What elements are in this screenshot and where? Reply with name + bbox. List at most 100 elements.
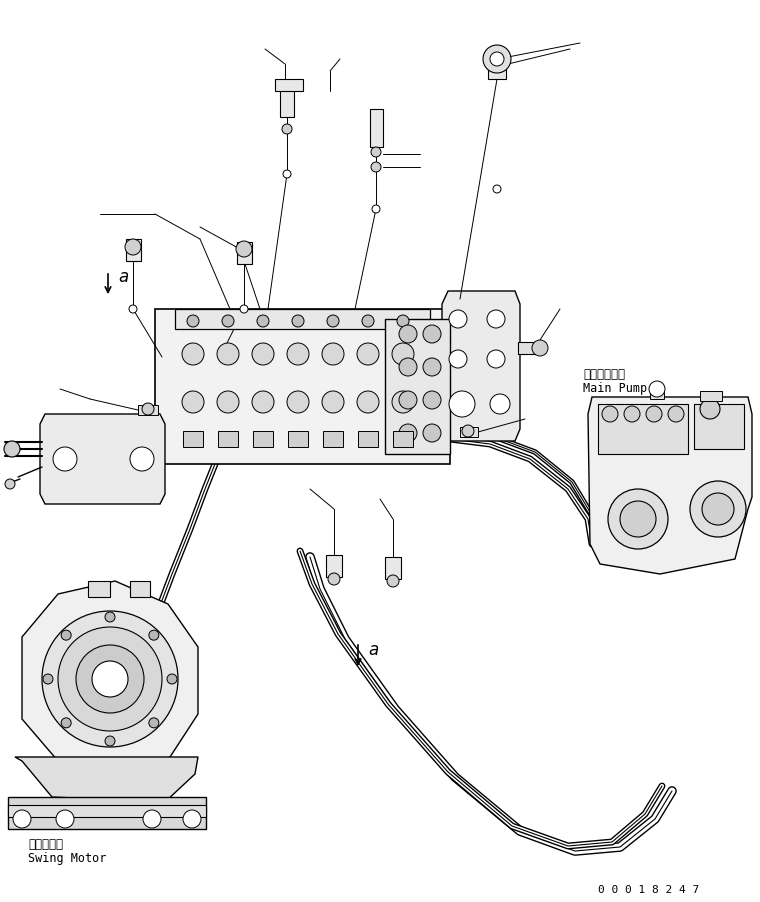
Circle shape (449, 391, 475, 418)
Polygon shape (40, 415, 165, 504)
Circle shape (56, 810, 74, 828)
Bar (138, 406, 158, 416)
Circle shape (702, 493, 734, 526)
Bar (8, 805, 206, 817)
Circle shape (357, 391, 379, 413)
Bar (488, 58, 506, 80)
Text: 0 0 0 1 8 2 4 7: 0 0 0 1 8 2 4 7 (598, 884, 699, 894)
Circle shape (357, 344, 379, 365)
Circle shape (602, 407, 618, 422)
Circle shape (532, 341, 548, 356)
Circle shape (61, 630, 71, 640)
Circle shape (58, 627, 162, 732)
Bar (460, 428, 478, 437)
Bar (237, 243, 252, 264)
Circle shape (149, 630, 159, 640)
Bar (518, 343, 538, 354)
Circle shape (287, 344, 309, 365)
Text: 旋回モータ: 旋回モータ (28, 837, 63, 850)
Bar (650, 388, 664, 400)
Text: Main Pump: Main Pump (583, 382, 647, 394)
Circle shape (283, 170, 291, 179)
Circle shape (399, 359, 417, 376)
Bar (370, 110, 383, 148)
Text: メインポンプ: メインポンプ (583, 368, 625, 381)
Text: Swing Motor: Swing Motor (28, 851, 106, 864)
Circle shape (282, 124, 292, 135)
Circle shape (182, 344, 204, 365)
Circle shape (222, 316, 234, 327)
Circle shape (13, 810, 31, 828)
Polygon shape (22, 582, 198, 778)
Circle shape (392, 391, 414, 413)
Bar (323, 431, 343, 447)
Text: a: a (368, 640, 378, 658)
Bar (253, 431, 273, 447)
Circle shape (392, 344, 414, 365)
Circle shape (92, 661, 128, 697)
Bar (700, 391, 722, 401)
Circle shape (61, 718, 71, 728)
Circle shape (449, 310, 467, 328)
Circle shape (397, 316, 409, 327)
Bar (183, 431, 203, 447)
Circle shape (487, 351, 505, 369)
Circle shape (149, 718, 159, 728)
Circle shape (129, 306, 137, 314)
Bar (358, 431, 378, 447)
Bar (326, 556, 342, 577)
Text: a: a (118, 268, 128, 286)
Bar (694, 405, 744, 449)
Circle shape (399, 326, 417, 344)
Bar (8, 797, 206, 829)
Circle shape (240, 306, 248, 314)
Circle shape (327, 316, 339, 327)
Circle shape (43, 675, 53, 685)
Circle shape (399, 391, 417, 410)
Circle shape (700, 400, 720, 419)
Circle shape (252, 344, 274, 365)
Circle shape (423, 425, 441, 443)
Circle shape (493, 186, 501, 194)
Circle shape (372, 206, 380, 214)
Circle shape (322, 344, 344, 365)
Bar (175, 309, 430, 329)
Circle shape (143, 810, 161, 828)
Bar (155, 309, 450, 465)
Circle shape (217, 391, 239, 413)
Circle shape (423, 359, 441, 376)
Bar (280, 90, 294, 118)
Circle shape (187, 316, 199, 327)
Circle shape (42, 612, 178, 747)
Circle shape (167, 675, 177, 685)
Circle shape (371, 163, 381, 173)
Circle shape (483, 46, 511, 74)
Circle shape (125, 240, 141, 255)
Circle shape (649, 382, 665, 398)
Bar (88, 582, 110, 597)
Circle shape (328, 574, 340, 585)
Circle shape (236, 242, 252, 258)
Circle shape (608, 490, 668, 549)
Polygon shape (442, 291, 520, 441)
Bar (288, 431, 308, 447)
Circle shape (646, 407, 662, 422)
Circle shape (624, 407, 640, 422)
Circle shape (252, 391, 274, 413)
Bar (218, 431, 238, 447)
Polygon shape (588, 398, 752, 575)
Circle shape (399, 425, 417, 443)
Circle shape (668, 407, 684, 422)
Circle shape (76, 645, 144, 713)
Circle shape (105, 736, 115, 746)
Polygon shape (15, 757, 198, 802)
Bar (275, 80, 303, 92)
Circle shape (5, 480, 15, 490)
Circle shape (423, 326, 441, 344)
Circle shape (322, 391, 344, 413)
Bar (385, 557, 401, 579)
Circle shape (462, 426, 474, 437)
Bar (393, 431, 413, 447)
Circle shape (490, 394, 510, 415)
Circle shape (217, 344, 239, 365)
